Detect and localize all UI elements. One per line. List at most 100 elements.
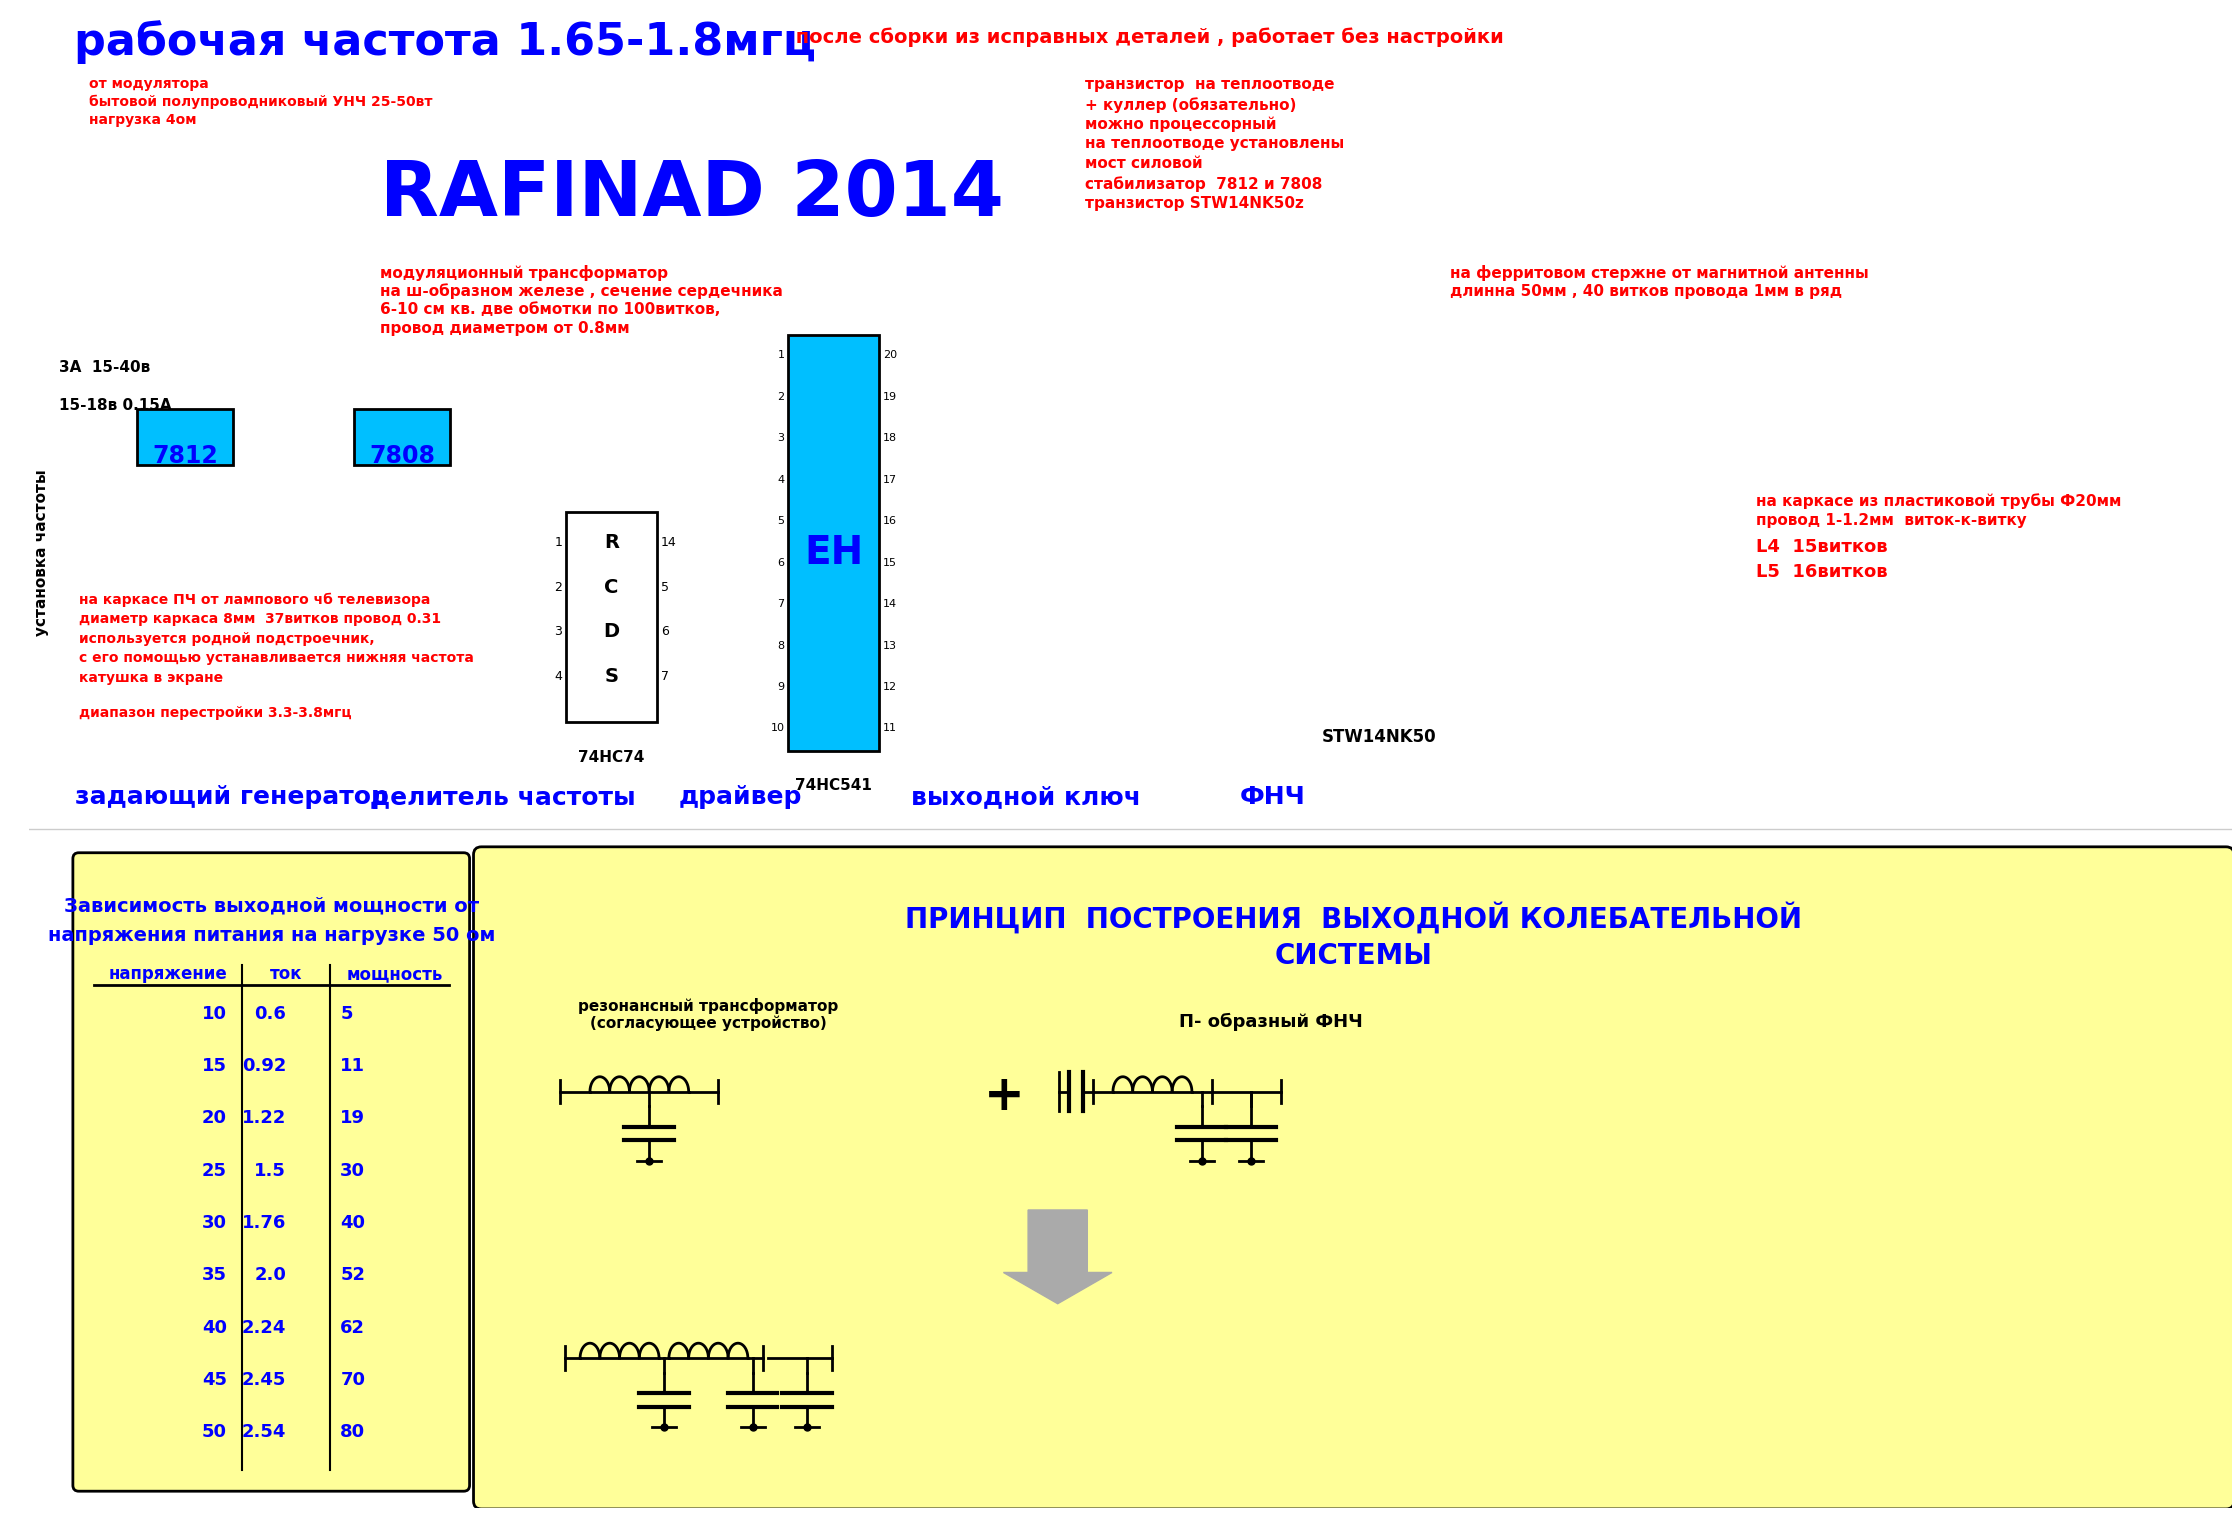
Text: 2: 2 bbox=[554, 581, 562, 594]
Text: на каркасе ПЧ от лампового чб телевизора: на каркасе ПЧ от лампового чб телевизора bbox=[78, 592, 431, 607]
Text: после сборки из исправных деталей , работает без настройки: после сборки из исправных деталей , рабо… bbox=[790, 27, 1504, 47]
Text: транзистор STW14NK50z: транзистор STW14NK50z bbox=[1085, 196, 1303, 211]
Text: 1.5: 1.5 bbox=[254, 1161, 286, 1179]
Text: 3: 3 bbox=[777, 433, 783, 443]
Text: 11: 11 bbox=[339, 1057, 366, 1075]
Text: длинна 50мм , 40 витков провода 1мм в ряд: длинна 50мм , 40 витков провода 1мм в ря… bbox=[1451, 284, 1844, 299]
Text: 5: 5 bbox=[777, 516, 783, 527]
Text: 50: 50 bbox=[201, 1422, 228, 1441]
Text: 7: 7 bbox=[661, 669, 670, 683]
Text: 15: 15 bbox=[884, 557, 897, 568]
Text: 80: 80 bbox=[339, 1422, 366, 1441]
Text: 4: 4 bbox=[777, 475, 783, 484]
Text: 1.22: 1.22 bbox=[241, 1110, 286, 1128]
Text: 45: 45 bbox=[201, 1371, 228, 1389]
Text: 1: 1 bbox=[777, 351, 783, 360]
Text: 5: 5 bbox=[661, 581, 670, 594]
Text: 20: 20 bbox=[884, 351, 897, 360]
Text: ток: ток bbox=[270, 965, 301, 984]
Text: D: D bbox=[603, 622, 620, 641]
Text: 3: 3 bbox=[554, 625, 562, 638]
Text: S: S bbox=[605, 666, 618, 686]
Text: 8: 8 bbox=[777, 641, 783, 651]
Text: можно процессорный: можно процессорный bbox=[1085, 117, 1277, 132]
Text: СИСТЕМЫ: СИСТЕМЫ bbox=[1274, 941, 1433, 970]
Text: стабилизатор  7812 и 7808: стабилизатор 7812 и 7808 bbox=[1085, 176, 1324, 191]
FancyBboxPatch shape bbox=[567, 512, 656, 721]
Text: 3А  15-40в: 3А 15-40в bbox=[58, 360, 150, 375]
Text: ЕН: ЕН bbox=[804, 534, 864, 572]
FancyBboxPatch shape bbox=[788, 334, 879, 751]
Text: 0.92: 0.92 bbox=[241, 1057, 286, 1075]
Text: с его помощью устанавливается нижняя частота: с его помощью устанавливается нижняя час… bbox=[78, 651, 473, 665]
Text: на ш-образном железе , сечение сердечника: на ш-образном железе , сечение сердечник… bbox=[379, 284, 783, 299]
Text: делитель частоты: делитель частоты bbox=[371, 785, 636, 809]
Text: 7812: 7812 bbox=[152, 445, 219, 468]
Text: мощность: мощность bbox=[346, 965, 442, 984]
Text: диаметр каркаса 8мм  37витков провод 0.31: диаметр каркаса 8мм 37витков провод 0.31 bbox=[78, 612, 442, 625]
Text: + куллер (обязательно): + куллер (обязательно) bbox=[1085, 97, 1297, 112]
Text: 6: 6 bbox=[661, 625, 670, 638]
FancyBboxPatch shape bbox=[355, 408, 451, 465]
Text: мост силовой: мост силовой bbox=[1085, 156, 1203, 172]
Text: провод диаметром от 0.8мм: провод диаметром от 0.8мм bbox=[379, 320, 629, 335]
Text: напряжение: напряжение bbox=[107, 965, 228, 984]
Text: 2.54: 2.54 bbox=[241, 1422, 286, 1441]
Text: ФНЧ: ФНЧ bbox=[1241, 785, 1306, 809]
Text: 25: 25 bbox=[201, 1161, 228, 1179]
Text: 16: 16 bbox=[884, 516, 897, 527]
Text: 19: 19 bbox=[884, 392, 897, 402]
Text: 14: 14 bbox=[884, 600, 897, 609]
Text: 20: 20 bbox=[201, 1110, 228, 1128]
FancyBboxPatch shape bbox=[136, 408, 232, 465]
Text: L4  15витков: L4 15витков bbox=[1757, 537, 1888, 556]
Text: 18: 18 bbox=[884, 433, 897, 443]
Text: провод 1-1.2мм  виток-к-витку: провод 1-1.2мм виток-к-витку bbox=[1757, 513, 2027, 528]
Text: на каркасе из пластиковой трубы Ф20мм: на каркасе из пластиковой трубы Ф20мм bbox=[1757, 493, 2123, 509]
Text: 2.45: 2.45 bbox=[241, 1371, 286, 1389]
Text: рабочая частота 1.65-1.8мгц: рабочая частота 1.65-1.8мгц bbox=[74, 20, 815, 64]
Text: резонансный трансформатор: резонансный трансформатор bbox=[578, 997, 839, 1014]
Text: драйвер: драйвер bbox=[679, 785, 801, 809]
Text: 12: 12 bbox=[884, 682, 897, 692]
Text: 15-18в 0.15А: 15-18в 0.15А bbox=[58, 398, 172, 413]
Text: нагрузка 4ом: нагрузка 4ом bbox=[89, 112, 196, 126]
Text: используется родной подстроечник,: используется родной подстроечник, bbox=[78, 631, 375, 645]
FancyBboxPatch shape bbox=[74, 853, 469, 1491]
Text: 2.0: 2.0 bbox=[254, 1266, 286, 1284]
Text: +: + bbox=[984, 1073, 1024, 1120]
Text: 74HC74: 74HC74 bbox=[578, 750, 645, 765]
Text: 1: 1 bbox=[554, 536, 562, 550]
Text: 4: 4 bbox=[554, 669, 562, 683]
Text: диапазон перестройки 3.3-3.8мгц: диапазон перестройки 3.3-3.8мгц bbox=[78, 706, 350, 720]
Polygon shape bbox=[1004, 1210, 1112, 1304]
Text: задающий генератор: задающий генератор bbox=[76, 785, 388, 809]
Text: 19: 19 bbox=[339, 1110, 366, 1128]
Text: 7808: 7808 bbox=[371, 445, 435, 468]
Text: 2: 2 bbox=[777, 392, 783, 402]
Text: напряжения питания на нагрузке 50 ом: напряжения питания на нагрузке 50 ом bbox=[47, 926, 496, 944]
Text: 6: 6 bbox=[777, 557, 783, 568]
Text: от модулятора: от модулятора bbox=[89, 77, 208, 91]
Text: модуляционный трансформатор: модуляционный трансформатор bbox=[379, 264, 667, 281]
Text: RAFINAD 2014: RAFINAD 2014 bbox=[379, 158, 1004, 232]
Text: 10: 10 bbox=[770, 724, 783, 733]
Text: 9: 9 bbox=[777, 682, 783, 692]
Text: Зависимость выходной мощности от: Зависимость выходной мощности от bbox=[65, 896, 480, 915]
Text: катушка в экране: катушка в экране bbox=[78, 671, 223, 685]
Text: 7: 7 bbox=[777, 600, 783, 609]
Text: установка частоты: установка частоты bbox=[33, 469, 49, 636]
Text: 5: 5 bbox=[339, 1005, 353, 1023]
Text: на теплоотводе установлены: на теплоотводе установлены bbox=[1085, 137, 1344, 152]
Text: ПРИНЦИП  ПОСТРОЕНИЯ  ВЫХОДНОЙ КОЛЕБАТЕЛЬНОЙ: ПРИНЦИП ПОСТРОЕНИЯ ВЫХОДНОЙ КОЛЕБАТЕЛЬНО… bbox=[906, 902, 1801, 934]
Text: 1.76: 1.76 bbox=[241, 1214, 286, 1233]
Text: 70: 70 bbox=[339, 1371, 366, 1389]
Text: 10: 10 bbox=[201, 1005, 228, 1023]
FancyBboxPatch shape bbox=[473, 847, 2232, 1509]
Text: бытовой полупроводниковый УНЧ 25-50вт: бытовой полупроводниковый УНЧ 25-50вт bbox=[89, 96, 433, 109]
Text: (согласующее устройство): (согласующее устройство) bbox=[589, 1016, 826, 1031]
Text: 11: 11 bbox=[884, 724, 897, 733]
Text: 30: 30 bbox=[201, 1214, 228, 1233]
Text: на ферритовом стержне от магнитной антенны: на ферритовом стержне от магнитной антен… bbox=[1451, 264, 1868, 281]
Text: L5  16витков: L5 16витков bbox=[1757, 563, 1888, 580]
